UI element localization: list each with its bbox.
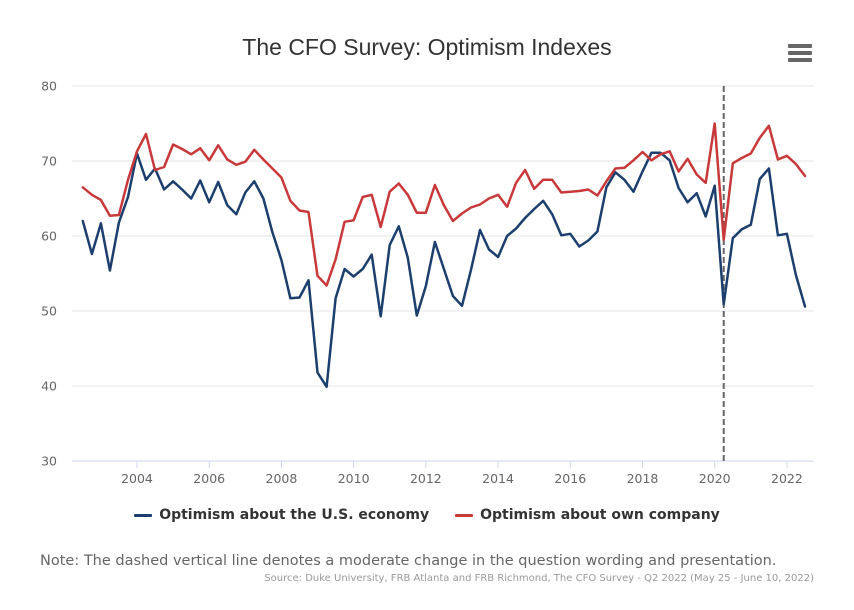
y-tick-label-70: 70 (41, 154, 57, 169)
x-tick-label-2018: 2018 (627, 471, 659, 486)
chart-menu-button[interactable] (788, 44, 812, 64)
chart-note: Note: The dashed vertical line denotes a… (40, 553, 777, 569)
x-tick-label-2014: 2014 (482, 471, 514, 486)
y-tick-label-30: 30 (41, 454, 57, 469)
x-tick-label-2010: 2010 (338, 471, 370, 486)
hamburger-menu-icon (788, 44, 812, 62)
x-tick-label-2006: 2006 (193, 471, 225, 486)
y-tick-label-80: 80 (41, 79, 57, 94)
legend: Optimism about the U.S. economy Optimism… (0, 507, 854, 523)
y-tick-label-50: 50 (41, 304, 57, 319)
x-tick-label-2004: 2004 (121, 471, 153, 486)
y-tick-label-60: 60 (41, 229, 57, 244)
chart-title: The CFO Survey: Optimism Indexes (242, 34, 612, 60)
legend-item-company[interactable]: Optimism about own company (455, 507, 720, 523)
y-tick-label-40: 40 (41, 379, 57, 394)
legend-label-economy: Optimism about the U.S. economy (159, 507, 430, 523)
x-tick-label-2016: 2016 (554, 471, 586, 486)
y-axis: 30 40 50 60 70 80 (41, 79, 57, 469)
series-line-us-economy (81, 151, 807, 389)
x-tick-label-2008: 2008 (266, 471, 298, 486)
x-tick-label-2012: 2012 (410, 471, 442, 486)
x-tick-label-2022: 2022 (771, 471, 803, 486)
series-line-own-company (81, 122, 807, 287)
x-tick-label-2020: 2020 (699, 471, 731, 486)
legend-swatch-company (455, 513, 474, 517)
legend-label-company: Optimism about own company (480, 507, 720, 523)
points-own-company (82, 122, 807, 286)
chart-source: Source: Duke University, FRB Atlanta and… (264, 573, 814, 584)
series-group (81, 122, 807, 389)
legend-item-economy[interactable]: Optimism about the U.S. economy (134, 507, 429, 523)
chart-area: 30 40 50 60 70 80 2004 2006 2008 2010 2012 2014 201… (41, 79, 814, 486)
x-axis: 2004 2006 2008 2010 2012 2014 2016 2018 2020 2022 (121, 461, 803, 486)
grid-lines (72, 85, 814, 462)
points-us-economy (82, 152, 807, 388)
legend-swatch-economy (134, 513, 153, 517)
